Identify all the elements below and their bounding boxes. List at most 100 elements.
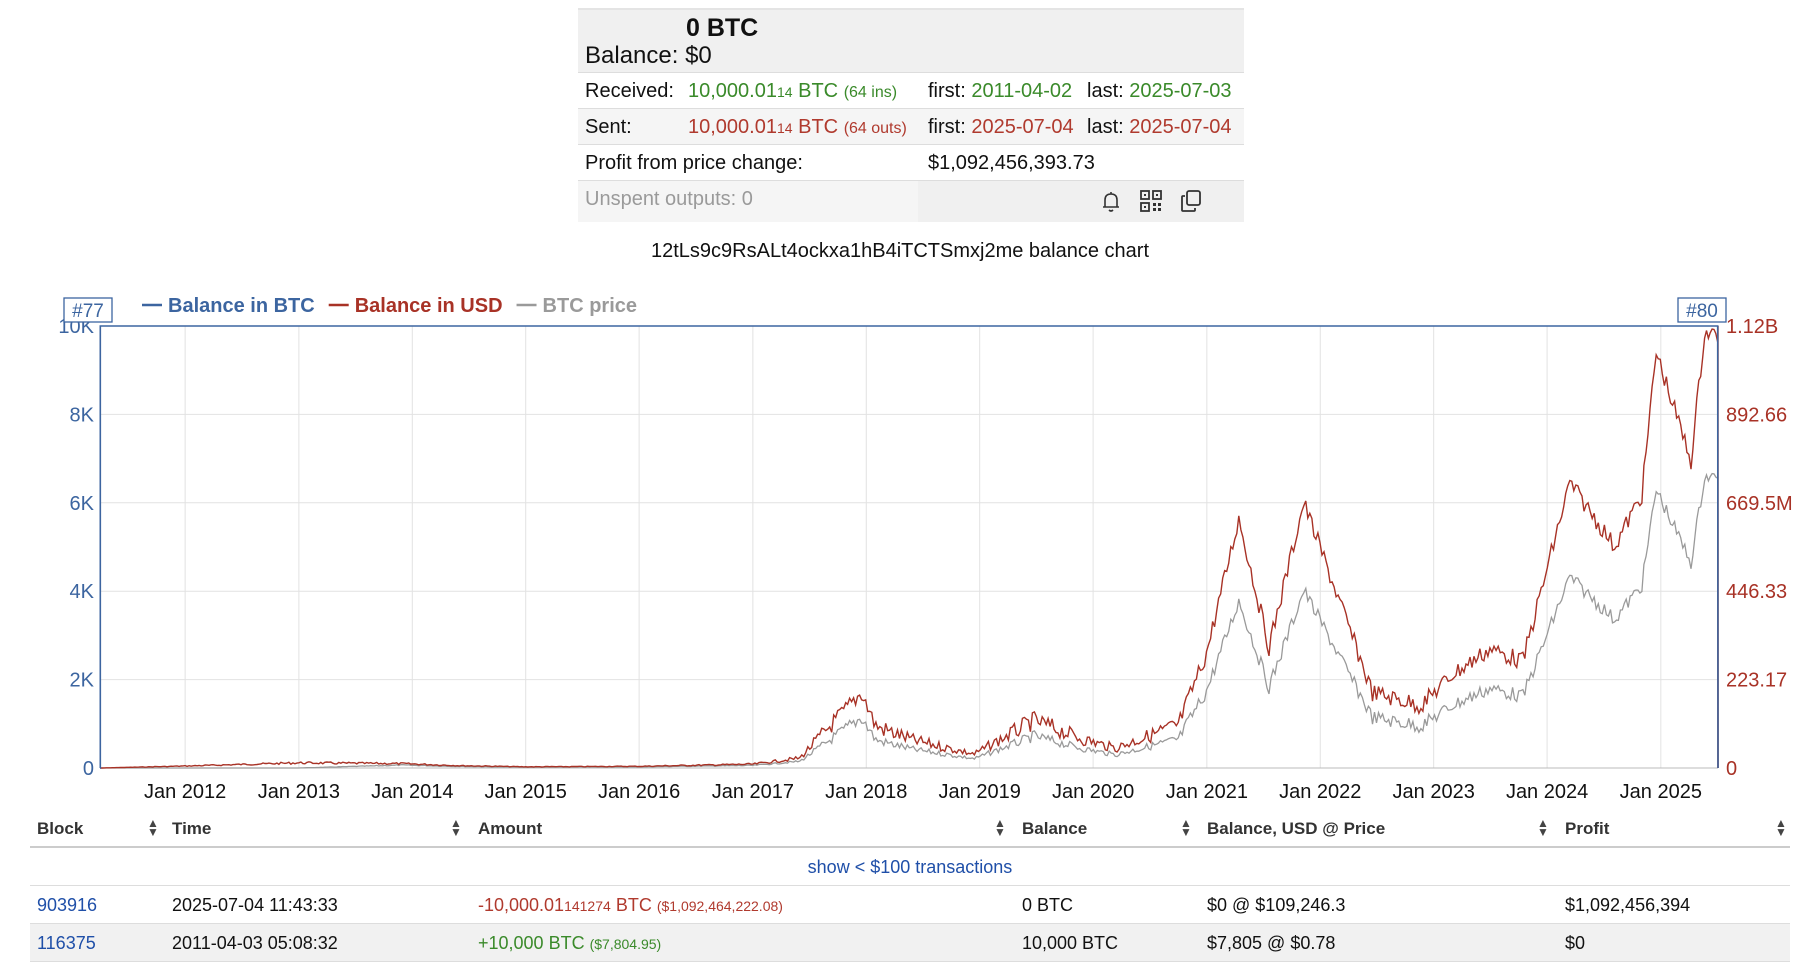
received-last: last: 2025-07-03 xyxy=(1087,73,1232,109)
tx-profit: $1,092,456,394 xyxy=(1565,895,1691,915)
tx-amount-usd: ($1,092,464,222.08) xyxy=(656,898,783,914)
tx-amount-unit: BTC xyxy=(548,933,585,953)
bell-icon[interactable] xyxy=(1098,188,1124,214)
received-unit: BTC xyxy=(798,80,839,102)
transactions-table: Block ▲ ▼ Time ▲ ▼ Amount ▲ ▼ Balance ▲ ▼ Ba… xyxy=(30,810,1790,962)
x-tick-label: Jan 2015 xyxy=(485,781,567,800)
tx-amount-small: 141274 xyxy=(564,898,611,914)
tx-amount: +10,000 BTC ($7,804.95) xyxy=(478,933,661,954)
x-tick-label: Jan 2019 xyxy=(939,781,1021,800)
tx-amount-main: +10,000 xyxy=(478,933,544,953)
sent-last-label: last: xyxy=(1087,116,1124,138)
sent-amount-small: 14 xyxy=(776,120,793,136)
tx-amount: -10,000.01141274 BTC ($1,092,464,222.08) xyxy=(478,895,783,916)
received-first: first: 2011-04-02 xyxy=(928,73,1072,109)
legend-entry: BTC price xyxy=(543,295,637,317)
chart-legend: #77 #80 Balance in BTC Balance in USD BTC pr… xyxy=(63,295,1727,323)
series-line-balance-btc xyxy=(99,325,1719,769)
x-tick-label: Jan 2020 xyxy=(1052,781,1134,800)
y-right-tick-label: 446.33 xyxy=(1726,581,1787,603)
tx-marker-label: #77 xyxy=(72,301,104,322)
balance-header: 0 BTC Balance: $0 xyxy=(578,8,1244,72)
y-right-tick-label: 892.66 xyxy=(1726,404,1787,426)
col-time[interactable]: Time xyxy=(172,819,212,838)
tx-amount-usd: ($7,804.95) xyxy=(589,936,662,952)
block-link[interactable]: 116375 xyxy=(37,933,96,953)
balance-chart: 02K4K6K8K10K0223.17446.33669.5M892.661.1… xyxy=(58,295,1792,800)
x-tick-label: Jan 2013 xyxy=(258,781,340,800)
received-count: (64 ins) xyxy=(843,84,898,101)
table-row: 116375 2011-04-03 05:08:32 +10,000 BTC (… xyxy=(30,924,1790,962)
sent-first-date: 2025-07-04 xyxy=(971,116,1074,138)
chart-axes: 02K4K6K8K10K0223.17446.33669.5M892.661.1… xyxy=(58,316,1792,800)
sort-icon[interactable]: ▲ ▼ xyxy=(1775,816,1787,839)
usd-balance-line: Balance: $0 xyxy=(585,42,712,70)
table-row: 903916 2025-07-04 11:43:33 -10,000.01141… xyxy=(30,886,1790,924)
y-left-tick-label: 4K xyxy=(70,581,95,603)
x-tick-label: Jan 2018 xyxy=(825,781,907,800)
chart-series xyxy=(99,325,1719,769)
received-label: Received: xyxy=(585,80,674,102)
x-tick-label: Jan 2017 xyxy=(712,781,794,800)
show-small-tx-row: show < $100 transactions xyxy=(30,848,1790,886)
unspent-outputs: Unspent outputs: 0 xyxy=(585,188,753,210)
copy-icon[interactable] xyxy=(1178,188,1204,214)
tx-profit: $0 xyxy=(1565,933,1586,953)
sort-icon[interactable]: ▲ ▼ xyxy=(1180,816,1192,839)
y-right-tick-label: 0 xyxy=(1726,758,1737,780)
x-tick-label: Jan 2014 xyxy=(371,781,453,800)
tx-amount-main: -10,000.01 xyxy=(478,895,565,915)
tx-time: 2011-04-03 05:08:32 xyxy=(172,933,338,953)
tx-time: 2025-07-04 11:43:33 xyxy=(172,895,338,915)
sent-last-date: 2025-07-04 xyxy=(1129,116,1232,138)
received-first-date: 2011-04-02 xyxy=(971,80,1073,102)
sent-row: Sent: 10,000.0114 BTC (64 outs) first: 2… xyxy=(578,108,1244,144)
y-right-tick-label: 223.17 xyxy=(1726,670,1787,692)
chart-title: 12tLs9c9RsALt4ockxa1hB4iTCTSmxj2me balan… xyxy=(650,240,1150,262)
x-tick-label: Jan 2021 xyxy=(1166,781,1248,800)
received-last-label: last: xyxy=(1087,80,1124,102)
col-profit[interactable]: Profit xyxy=(1565,819,1610,838)
address-summary: 0 BTC Balance: $0 Received: 10,000.0114 … xyxy=(578,8,1244,222)
sort-icon[interactable]: ▲ ▼ xyxy=(994,816,1006,839)
show-small-transactions-link[interactable]: show < $100 transactions xyxy=(807,857,1013,877)
sort-icon[interactable]: ▲ ▼ xyxy=(147,816,159,839)
block-link[interactable]: 903916 xyxy=(37,895,98,915)
tx-balance: 10,000 BTC xyxy=(1022,933,1119,953)
tx-balance-usd: $7,805 @ $0.78 xyxy=(1207,933,1336,953)
sent-amount: 10,000.0114 BTC (64 outs) xyxy=(688,109,907,147)
action-icons xyxy=(918,181,1244,222)
tx-amount-unit: BTC xyxy=(615,895,652,915)
received-amount-main: 10,000.01 xyxy=(688,80,777,102)
sort-icon[interactable]: ▲ ▼ xyxy=(450,816,462,839)
y-left-tick-label: 0 xyxy=(83,758,94,780)
x-tick-label: Jan 2023 xyxy=(1393,781,1475,800)
sent-count: (64 outs) xyxy=(843,120,907,137)
series-line-balance-usd xyxy=(100,328,1719,769)
y-left-tick-label: 2K xyxy=(70,670,95,692)
profit-row: Profit from price change: $1,092,456,393… xyxy=(578,144,1244,180)
col-balance[interactable]: Balance xyxy=(1022,819,1088,838)
profit-value: $1,092,456,393.73 xyxy=(928,152,1095,174)
x-tick-label: Jan 2022 xyxy=(1279,781,1361,800)
profit-label: Profit from price change: xyxy=(585,152,803,174)
col-block[interactable]: Block xyxy=(37,819,84,838)
qr-code-icon[interactable] xyxy=(1138,188,1164,214)
received-row: Received: 10,000.0114 BTC (64 ins) first… xyxy=(578,72,1244,108)
x-tick-label: Jan 2016 xyxy=(598,781,680,800)
legend-entry: Balance in BTC xyxy=(168,295,315,317)
y-left-tick-label: 8K xyxy=(70,404,95,426)
tx-marker-box xyxy=(1677,297,1727,323)
col-balance-usd[interactable]: Balance, USD @ Price xyxy=(1207,819,1386,838)
col-amount[interactable]: Amount xyxy=(478,819,543,838)
received-last-date: 2025-07-03 xyxy=(1129,80,1232,102)
balance-label: Balance: xyxy=(585,42,679,69)
sent-last: last: 2025-07-04 xyxy=(1087,109,1232,145)
series-line-btc-price xyxy=(100,472,1719,769)
received-amount: 10,000.0114 BTC (64 ins) xyxy=(688,73,897,111)
received-first-label: first: xyxy=(928,80,966,102)
tx-balance-usd: $0 @ $109,246.3 xyxy=(1207,895,1346,915)
sent-label: Sent: xyxy=(585,116,632,138)
sort-icon[interactable]: ▲ ▼ xyxy=(1537,816,1549,839)
y-left-tick-label: 6K xyxy=(70,493,95,515)
